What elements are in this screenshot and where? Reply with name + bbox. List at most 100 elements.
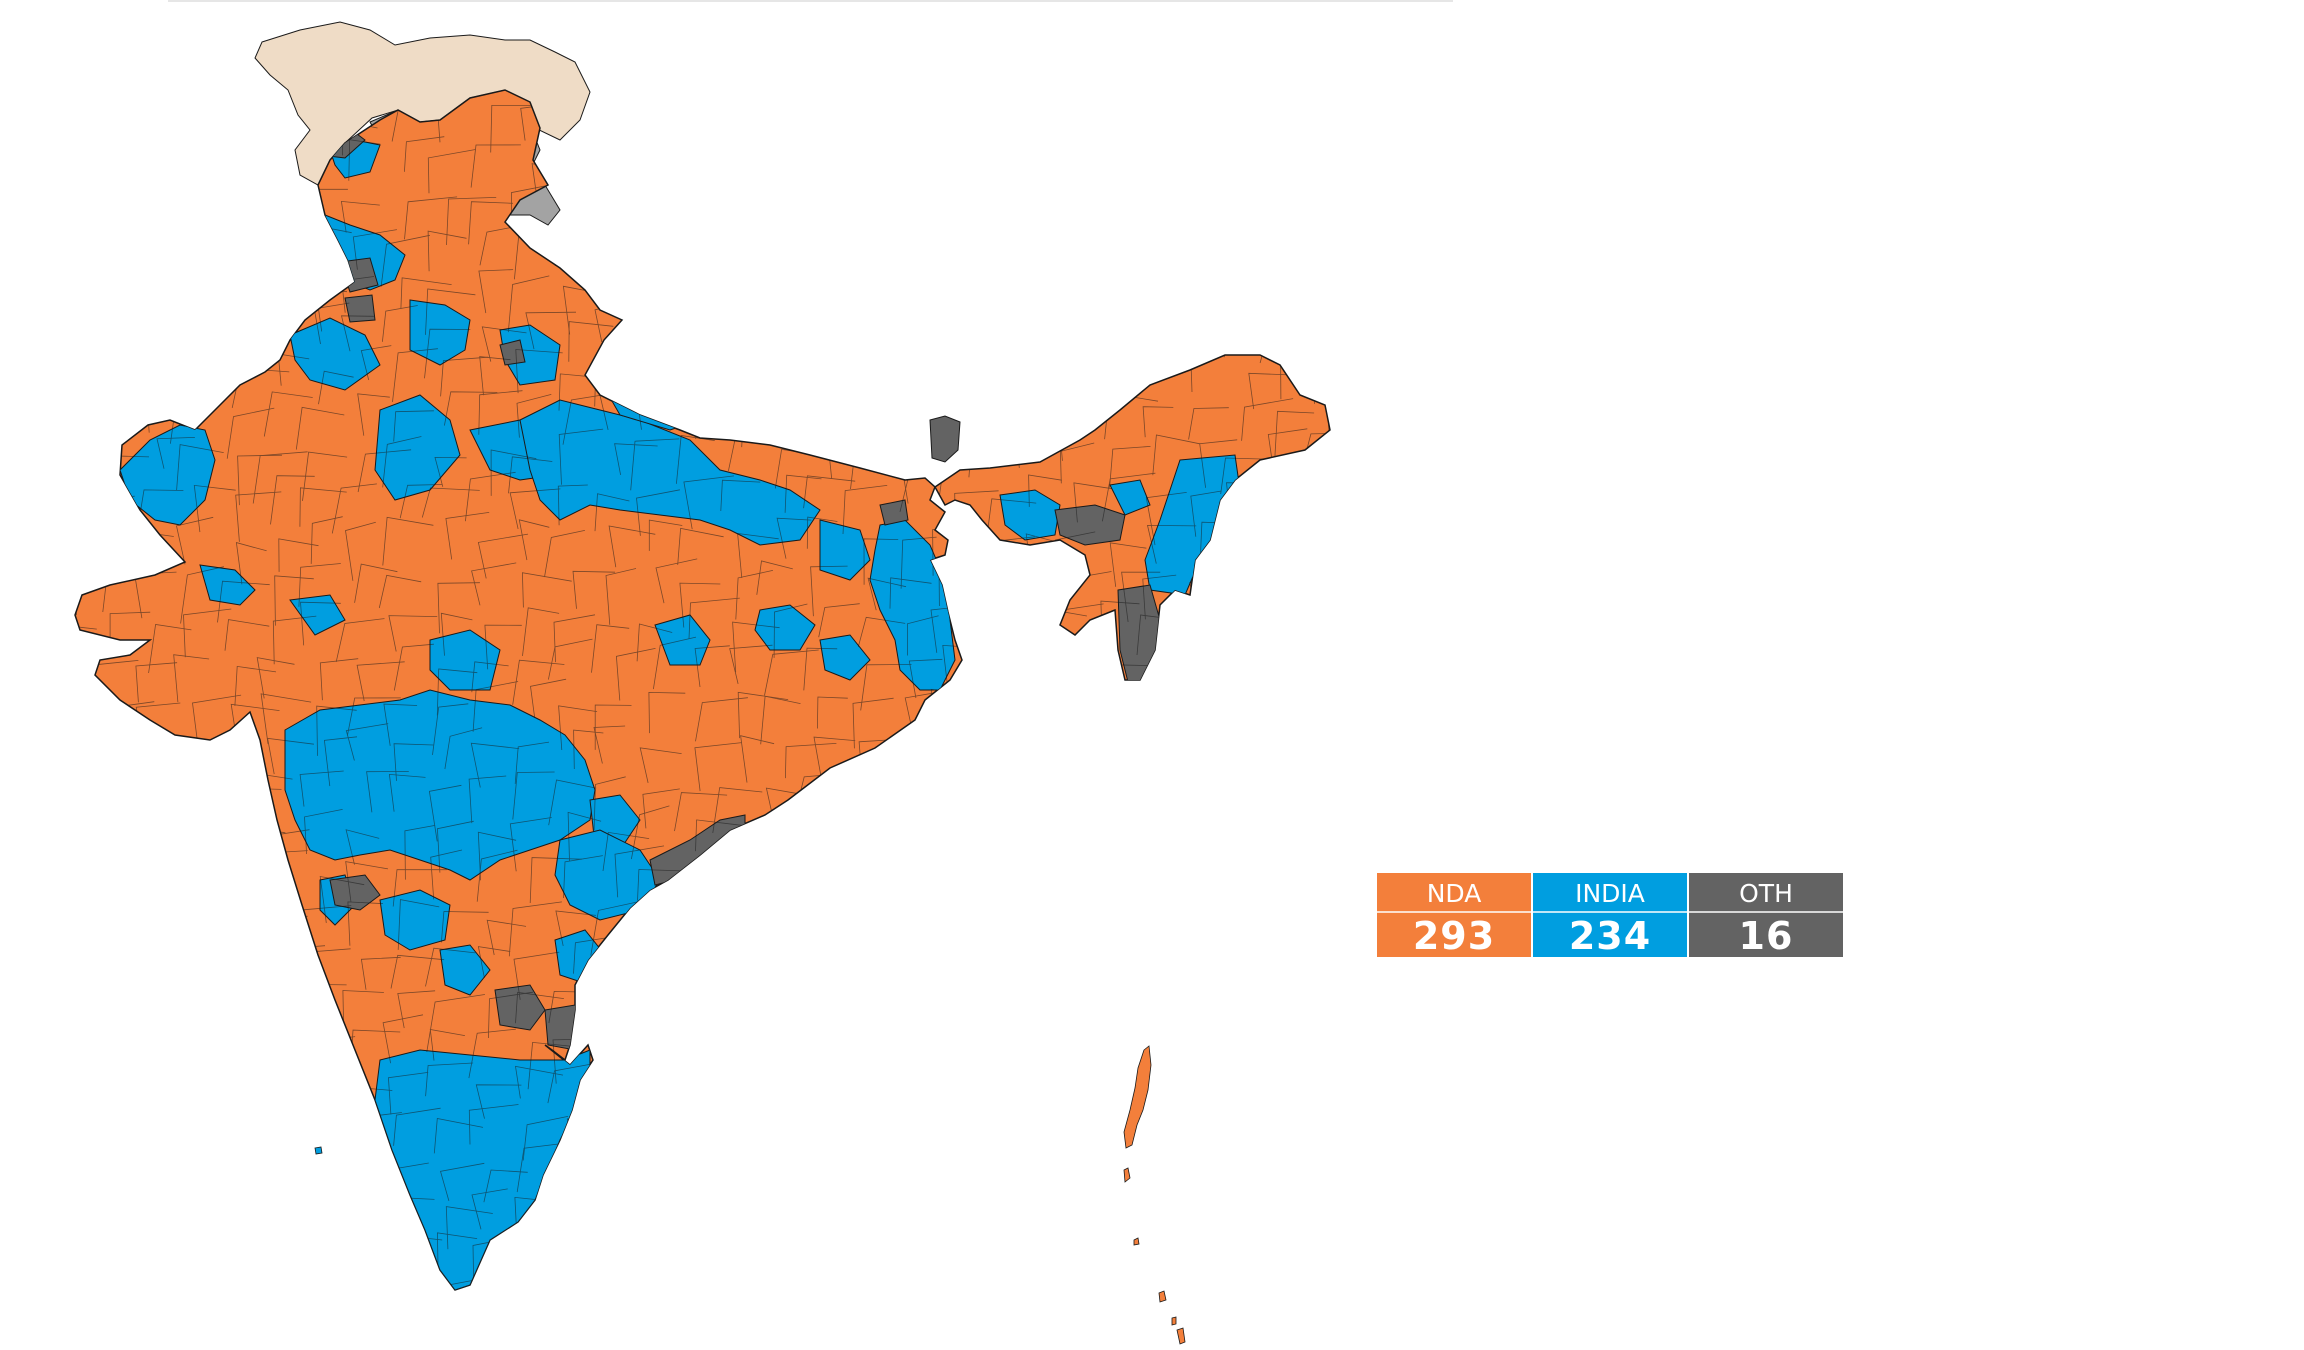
constituency-edge <box>352 229 397 270</box>
constituency-oth-bihar[interactable] <box>879 499 909 526</box>
constituency-oth-up-w[interactable] <box>499 339 526 366</box>
tally-india[interactable]: INDIA 234 <box>1533 873 1687 958</box>
constituency-edge <box>518 519 550 561</box>
constituency-edge <box>785 743 837 779</box>
constituency-edge <box>757 959 805 1011</box>
constituency-edge <box>1326 985 1330 1019</box>
tally-oth[interactable]: OTH 16 <box>1689 873 1843 958</box>
constituency-edge <box>475 1084 522 1119</box>
constituency-edge <box>683 475 735 530</box>
constituency-oth-assam[interactable] <box>1054 504 1126 546</box>
constituency-edge <box>810 362 852 402</box>
constituency-edge <box>855 1243 901 1284</box>
constituency-edge <box>674 792 728 832</box>
constituency-edge <box>1325 1233 1330 1279</box>
constituency-india-bihar[interactable] <box>819 519 871 581</box>
constituency-india-tn-kerala[interactable] <box>374 1049 591 1290</box>
constituency-edge <box>1162 972 1206 1030</box>
constituency-edge <box>1102 472 1156 522</box>
constituency-india-gujarat-s[interactable] <box>289 594 346 636</box>
constituency-india-maha-n[interactable] <box>429 629 501 691</box>
constituency-edge <box>656 360 689 407</box>
constituency-edge <box>267 737 314 775</box>
constituency-edge <box>945 185 988 239</box>
constituency-edge <box>102 775 151 827</box>
constituency-edge <box>821 162 862 195</box>
constituency-oth-maha-s[interactable] <box>329 874 381 911</box>
constituency-edge <box>183 608 232 658</box>
constituency-edge <box>648 519 683 551</box>
constituency-edge <box>1189 582 1228 616</box>
constituency-edge <box>852 697 894 749</box>
constituency-edge <box>1153 834 1212 871</box>
constituency-oth-sikkim[interactable] <box>929 415 961 463</box>
constituency-edge <box>842 485 888 535</box>
constituency-edge <box>655 1144 686 1187</box>
constituency-edge <box>552 144 586 195</box>
constituency-india-assam-w[interactable] <box>999 489 1061 541</box>
constituency-india-raj-c[interactable] <box>374 394 461 501</box>
constituency-edge <box>75 1171 90 1212</box>
constituency-edge <box>637 311 684 353</box>
constituency-edge <box>1285 1252 1330 1290</box>
constituency-edge <box>847 189 889 236</box>
constituency-edge <box>257 914 308 945</box>
constituency-edge <box>527 1041 571 1090</box>
constituency-edge <box>270 992 324 1030</box>
constituency-edge <box>863 978 905 1025</box>
constituency-edge <box>756 560 793 595</box>
constituency-india-gujarat-e[interactable] <box>199 564 256 606</box>
constituency-india-karnataka-c[interactable] <box>439 944 491 996</box>
constituency-edge <box>216 102 268 150</box>
constituency-edge <box>1098 692 1141 732</box>
constituency-edge <box>1109 542 1147 587</box>
constituency-edge <box>1205 1064 1247 1100</box>
constituency-edge <box>235 542 267 585</box>
constituency-india-haryana[interactable] <box>409 299 471 366</box>
constituency-edge <box>1121 571 1161 622</box>
constituency-edge <box>515 349 563 394</box>
constituency-edge <box>1080 858 1128 896</box>
constituency-edge <box>1149 777 1189 831</box>
constituency-edge <box>693 1116 746 1153</box>
constituency-edge <box>1333 277 1363 322</box>
constituency-edge <box>481 326 527 362</box>
constituency-edge <box>893 1250 934 1290</box>
constituency-edge <box>135 804 181 859</box>
constituency-edge <box>483 1169 528 1203</box>
constituency-edge <box>727 890 775 932</box>
constituency-edge <box>1268 984 1312 1027</box>
andaman-nicobar-islands[interactable] <box>1123 1045 1186 1345</box>
constituency-edge <box>484 624 522 670</box>
constituency-edge <box>1032 397 1076 435</box>
constituency-edge <box>513 951 560 1000</box>
constituency-oth-punjab-2[interactable] <box>344 294 376 323</box>
lakshadweep-island[interactable] <box>314 1146 323 1155</box>
constituency-india-jharkhand-2[interactable] <box>819 634 871 681</box>
constituency-india-raj-nw[interactable] <box>289 317 381 391</box>
constituency-edge <box>150 324 184 363</box>
constituency-edge <box>1190 490 1222 537</box>
constituency-edge <box>986 91 1026 138</box>
constituency-edge <box>1229 1153 1273 1204</box>
constituency-edge <box>1157 1246 1192 1287</box>
constituency-india-jharkhand-1[interactable] <box>754 604 816 651</box>
constituency-edge <box>190 1189 229 1232</box>
constituency-edge <box>824 1189 873 1244</box>
constituency-edge <box>926 1164 980 1207</box>
constituency-edge <box>1052 1148 1110 1187</box>
constituency-india-kutch[interactable] <box>119 424 216 526</box>
constituency-edge <box>1226 537 1276 583</box>
constituency-india-nagaland[interactable] <box>1109 479 1151 516</box>
constituency-edge <box>689 907 726 946</box>
constituency-edge <box>593 725 626 764</box>
tally-nda[interactable]: NDA 293 <box>1377 873 1531 958</box>
constituency-edge <box>512 659 565 705</box>
constituency-edge <box>1332 825 1372 868</box>
constituency-edge <box>75 741 116 788</box>
constituency-edge <box>1265 562 1304 596</box>
constituency-oth-andhra-2[interactable] <box>544 1004 591 1051</box>
constituency-india-karnataka-n[interactable] <box>379 889 451 951</box>
constituency-edge <box>653 958 697 1008</box>
india-constituency-map[interactable] <box>0 0 1380 1350</box>
